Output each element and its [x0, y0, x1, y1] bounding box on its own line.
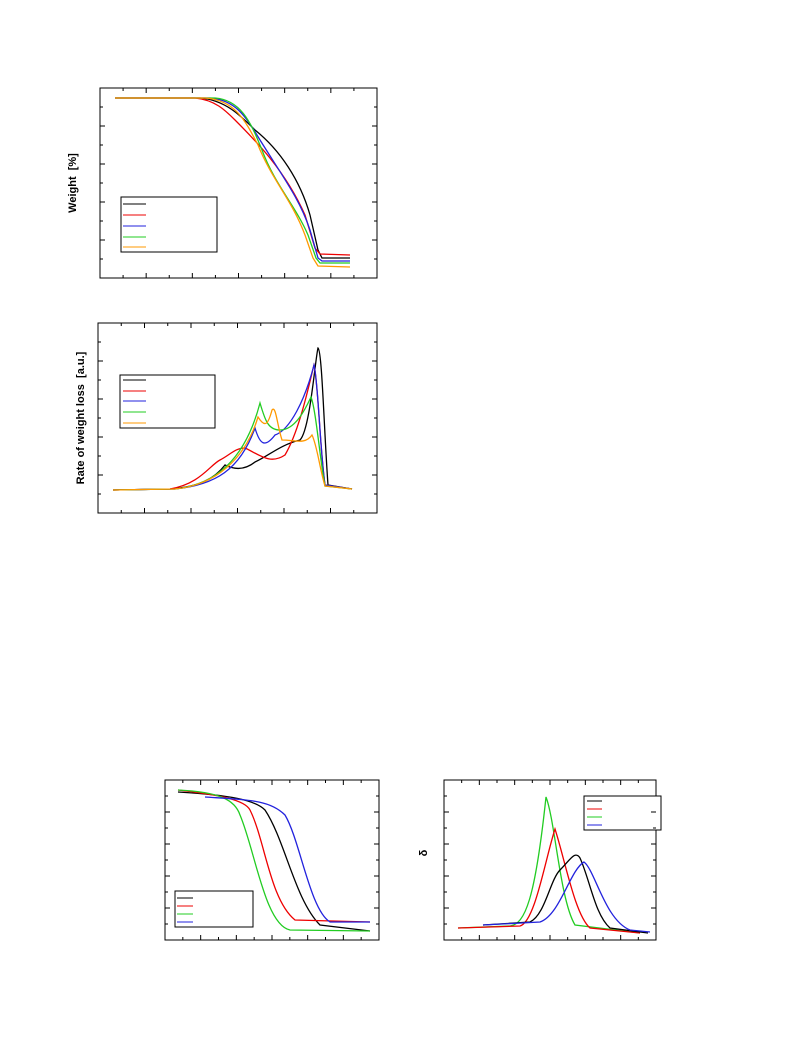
- curve: [112, 347, 353, 491]
- curve: [112, 408, 353, 491]
- figure-bottom-left: [164, 779, 380, 941]
- curve: [112, 362, 353, 491]
- curve: [457, 826, 641, 934]
- y-axis-label: Rate of weight loss [a.u.]: [75, 351, 87, 484]
- curve: [177, 789, 371, 932]
- legend: [120, 196, 218, 253]
- figure-rate: Rate of weight loss [a.u.]: [75, 322, 378, 514]
- curve: [482, 861, 651, 933]
- curve: [177, 791, 371, 932]
- legend: [583, 795, 662, 831]
- curve: [115, 97, 350, 264]
- figure-bottom-right: δ: [418, 779, 662, 941]
- curve: [115, 97, 350, 262]
- curve: [204, 796, 370, 923]
- curve: [482, 854, 649, 934]
- legend: [174, 890, 254, 928]
- y-axis-label: δ: [418, 849, 430, 856]
- figure-weight: Weight [%]: [67, 87, 378, 279]
- curve: [115, 97, 350, 259]
- y-axis-label: Weight [%]: [67, 153, 79, 213]
- curve: [457, 796, 641, 934]
- curve: [115, 97, 351, 268]
